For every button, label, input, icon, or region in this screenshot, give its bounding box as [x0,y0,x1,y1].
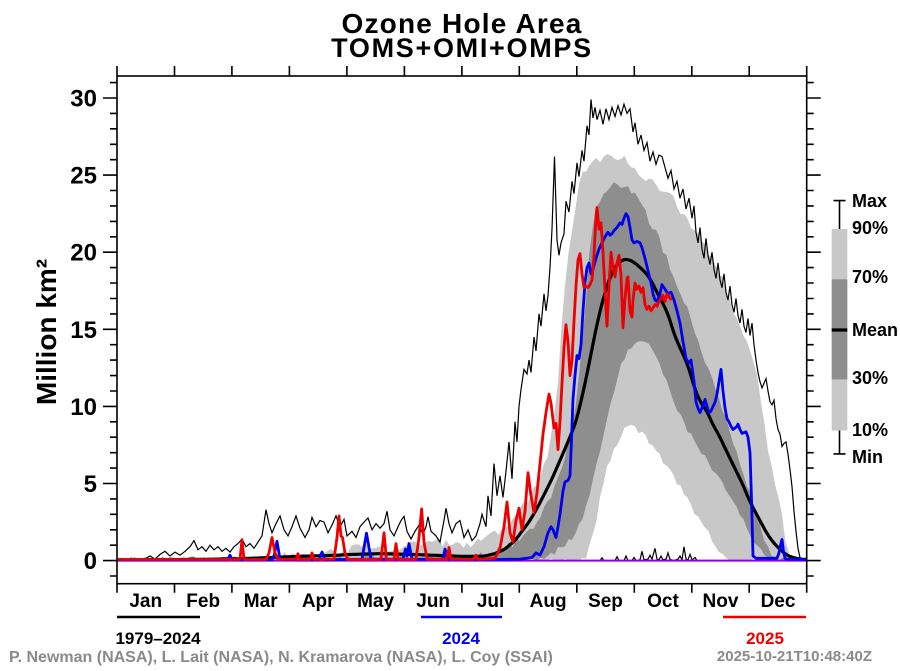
svg-text:TOMS+OMI+OMPS: TOMS+OMI+OMPS [331,33,593,63]
svg-text:Feb: Feb [186,591,220,612]
svg-text:Apr: Apr [302,591,335,612]
svg-text:Mean: Mean [852,320,898,340]
svg-text:20: 20 [70,240,97,267]
svg-text:Min: Min [852,447,883,467]
svg-text:15: 15 [70,317,97,344]
svg-text:Oct: Oct [647,591,679,612]
svg-text:Jun: Jun [416,591,450,612]
svg-text:P. Newman (NASA), L. Lait (NAS: P. Newman (NASA), L. Lait (NASA), N. Kra… [9,649,553,666]
svg-text:2025-10-21T10:48:40Z: 2025-10-21T10:48:40Z [717,648,872,665]
svg-text:2025: 2025 [746,629,784,648]
svg-text:Jan: Jan [129,591,162,612]
svg-text:May: May [357,591,394,612]
svg-text:Max: Max [852,191,887,211]
svg-text:Jul: Jul [477,591,504,612]
svg-text:5: 5 [84,471,97,498]
svg-text:Ozone Hole Area: Ozone Hole Area [341,8,582,39]
svg-text:2024: 2024 [442,629,480,648]
svg-text:Aug: Aug [530,591,567,612]
svg-text:Mar: Mar [244,591,278,612]
svg-text:10%: 10% [852,420,888,440]
svg-text:Dec: Dec [761,591,796,612]
svg-text:Nov: Nov [703,591,739,612]
svg-text:10: 10 [70,394,97,421]
svg-text:0: 0 [84,548,97,575]
svg-text:30%: 30% [852,368,888,388]
svg-text:90%: 90% [852,218,888,238]
svg-text:1979–2024: 1979–2024 [115,629,201,648]
svg-text:70%: 70% [852,267,888,287]
svg-text:25: 25 [70,163,97,190]
svg-text:Sep: Sep [588,591,623,612]
svg-text:Million km²: Million km² [31,259,62,405]
svg-text:30: 30 [70,86,97,113]
